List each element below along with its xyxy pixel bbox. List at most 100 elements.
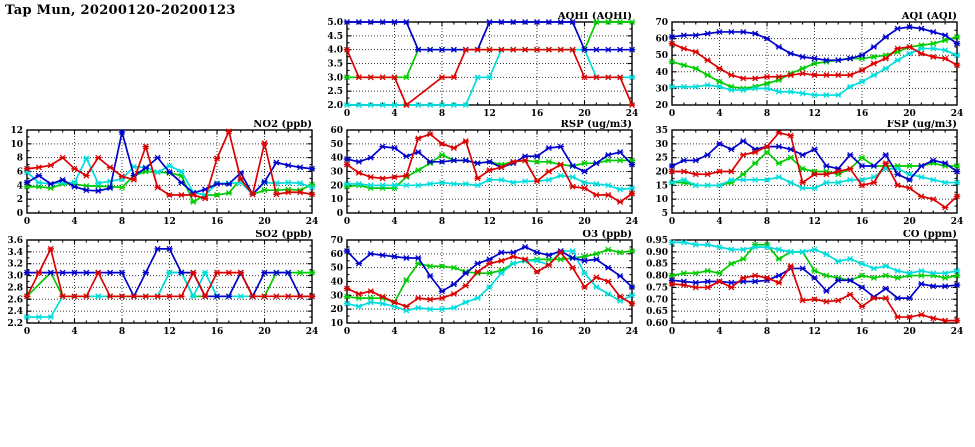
chart-aqhi: AQHI (AQHI) 0 4 8 12 16 20 24 2.0 2.5 3.0 3.5 4.0 4.5… [320,12,640,122]
chart-svg-rsp: RSP (ug/m3) 0 4 8 12 16 20 24 0 10 20 30 40 50 60 [330,120,638,227]
series-cyan [668,165,961,192]
svg-text:0: 0 [669,217,675,227]
svg-text:16: 16 [856,217,869,227]
svg-text:16: 16 [856,327,869,337]
svg-text:40: 40 [330,154,343,164]
chart-so2: SO2 (ppb) 0 4 8 12 16 20 24 2.2 2.4 2.6 2.8 3.0 3.2 3.… [0,230,320,340]
svg-text:12: 12 [10,126,23,136]
svg-text:4: 4 [716,327,722,337]
svg-text:24: 24 [626,217,639,227]
chart-title: FSP (ug/m3) [887,120,957,130]
svg-text:20: 20 [578,109,591,119]
svg-text:60: 60 [330,250,343,260]
svg-text:12: 12 [483,109,496,119]
svg-text:2.2: 2.2 [7,319,23,329]
chart-title: AQHI (AQHI) [557,12,632,22]
svg-text:0.90: 0.90 [646,248,668,258]
gridlines [27,240,312,323]
svg-text:4: 4 [17,181,23,191]
series-blue [23,129,316,198]
svg-text:2.6: 2.6 [7,295,23,305]
chart-co: CO (ppm) 0 4 8 12 16 20 24 0.60 0.65 0.70 0.75 0.80 0… [645,230,965,340]
chart-title: O3 (ppb) [582,230,632,240]
svg-text:8: 8 [764,327,770,337]
svg-text:60: 60 [330,126,343,136]
gridlines [672,22,957,105]
gridlines [347,130,632,213]
series-red [23,128,316,202]
svg-text:0: 0 [24,217,30,227]
svg-text:4: 4 [716,109,722,119]
svg-text:50: 50 [330,140,343,150]
svg-text:0.85: 0.85 [646,260,668,270]
svg-text:16: 16 [211,327,224,337]
chart-svg-aqhi: AQHI (AQHI) 0 4 8 12 16 20 24 2.0 2.5 3.0 3.5 4.0 4.5… [327,12,638,119]
series-blue [343,243,636,295]
series-red [668,129,961,211]
svg-text:10: 10 [655,195,668,205]
series-cyan [668,239,961,277]
svg-text:12: 12 [483,217,496,227]
svg-text:10: 10 [330,319,343,329]
svg-text:24: 24 [951,327,964,337]
svg-text:6: 6 [17,168,23,178]
svg-text:0: 0 [669,327,675,337]
gridlines [347,240,632,323]
svg-text:12: 12 [163,327,176,337]
svg-text:0.60: 0.60 [646,319,668,329]
svg-text:8: 8 [439,327,445,337]
series-red [343,131,636,205]
chart-rsp: RSP (ug/m3) 0 4 8 12 16 20 24 0 10 20 30 40 50 60 [320,120,640,230]
svg-text:20: 20 [903,327,916,337]
svg-text:20: 20 [655,101,668,111]
svg-text:12: 12 [483,327,496,337]
axis-labels: 0 4 8 12 16 20 24 2.0 2.5 3.0 3.5 4.0 4.5 5.0 [327,18,638,119]
gridlines [347,22,632,105]
svg-text:0.70: 0.70 [646,295,668,305]
svg-text:15: 15 [655,181,668,191]
plot-frame [346,129,633,214]
series-green [668,149,961,189]
chart-aqi: AQI (AQI) 0 4 8 12 16 20 24 20 30 40 50 60 70 [645,12,965,122]
svg-text:3.0: 3.0 [327,73,343,83]
plot-frame [671,21,958,106]
svg-text:4: 4 [391,217,397,227]
svg-text:4: 4 [391,109,397,119]
svg-text:20: 20 [903,109,916,119]
axis-labels: 0 4 8 12 16 20 24 20 30 40 50 60 70 [655,18,963,119]
svg-text:0: 0 [344,327,350,337]
chart-title: NO2 (ppb) [253,120,312,130]
svg-text:30: 30 [330,168,343,178]
svg-text:50: 50 [655,51,668,61]
svg-text:8: 8 [17,154,23,164]
svg-text:10: 10 [330,195,343,205]
svg-text:8: 8 [439,217,445,227]
series-cyan [668,45,961,98]
svg-text:16: 16 [531,217,544,227]
svg-text:2.0: 2.0 [327,101,343,111]
chart-fsp: FSP (ug/m3) 0 4 8 12 16 20 24 5 10 15 20 25 30 35 [645,120,965,230]
chart-title: SO2 (ppb) [255,230,312,240]
plot-frame [26,239,313,324]
svg-text:0: 0 [17,209,23,219]
chart-svg-o3: O3 (ppb) 0 4 8 12 16 20 24 10 20 30 40 50 60 70 [330,230,638,337]
series-blue [23,245,316,300]
svg-text:4: 4 [716,217,722,227]
svg-text:20: 20 [258,217,271,227]
axis-labels: 0 4 8 12 16 20 24 2.2 2.4 2.6 2.83.0 3.2 3.4 3.6 [7,236,318,337]
svg-text:0.80: 0.80 [646,272,668,282]
chart-title: RSP (ug/m3) [561,120,632,130]
svg-text:3.2: 3.2 [7,260,23,270]
svg-text:4.0: 4.0 [327,46,343,56]
plot-frame [671,239,958,324]
svg-text:12: 12 [808,109,821,119]
chart-o3: O3 (ppb) 0 4 8 12 16 20 24 10 20 30 40 50 60 70 [320,230,640,340]
axis-labels: 0 4 8 12 16 20 24 0 10 20 30 40 50 60 [330,126,638,227]
svg-text:8: 8 [764,109,770,119]
svg-text:12: 12 [808,217,821,227]
svg-text:2.4: 2.4 [7,307,23,317]
gridlines [672,130,957,213]
svg-text:60: 60 [655,35,668,45]
svg-text:70: 70 [330,236,343,246]
